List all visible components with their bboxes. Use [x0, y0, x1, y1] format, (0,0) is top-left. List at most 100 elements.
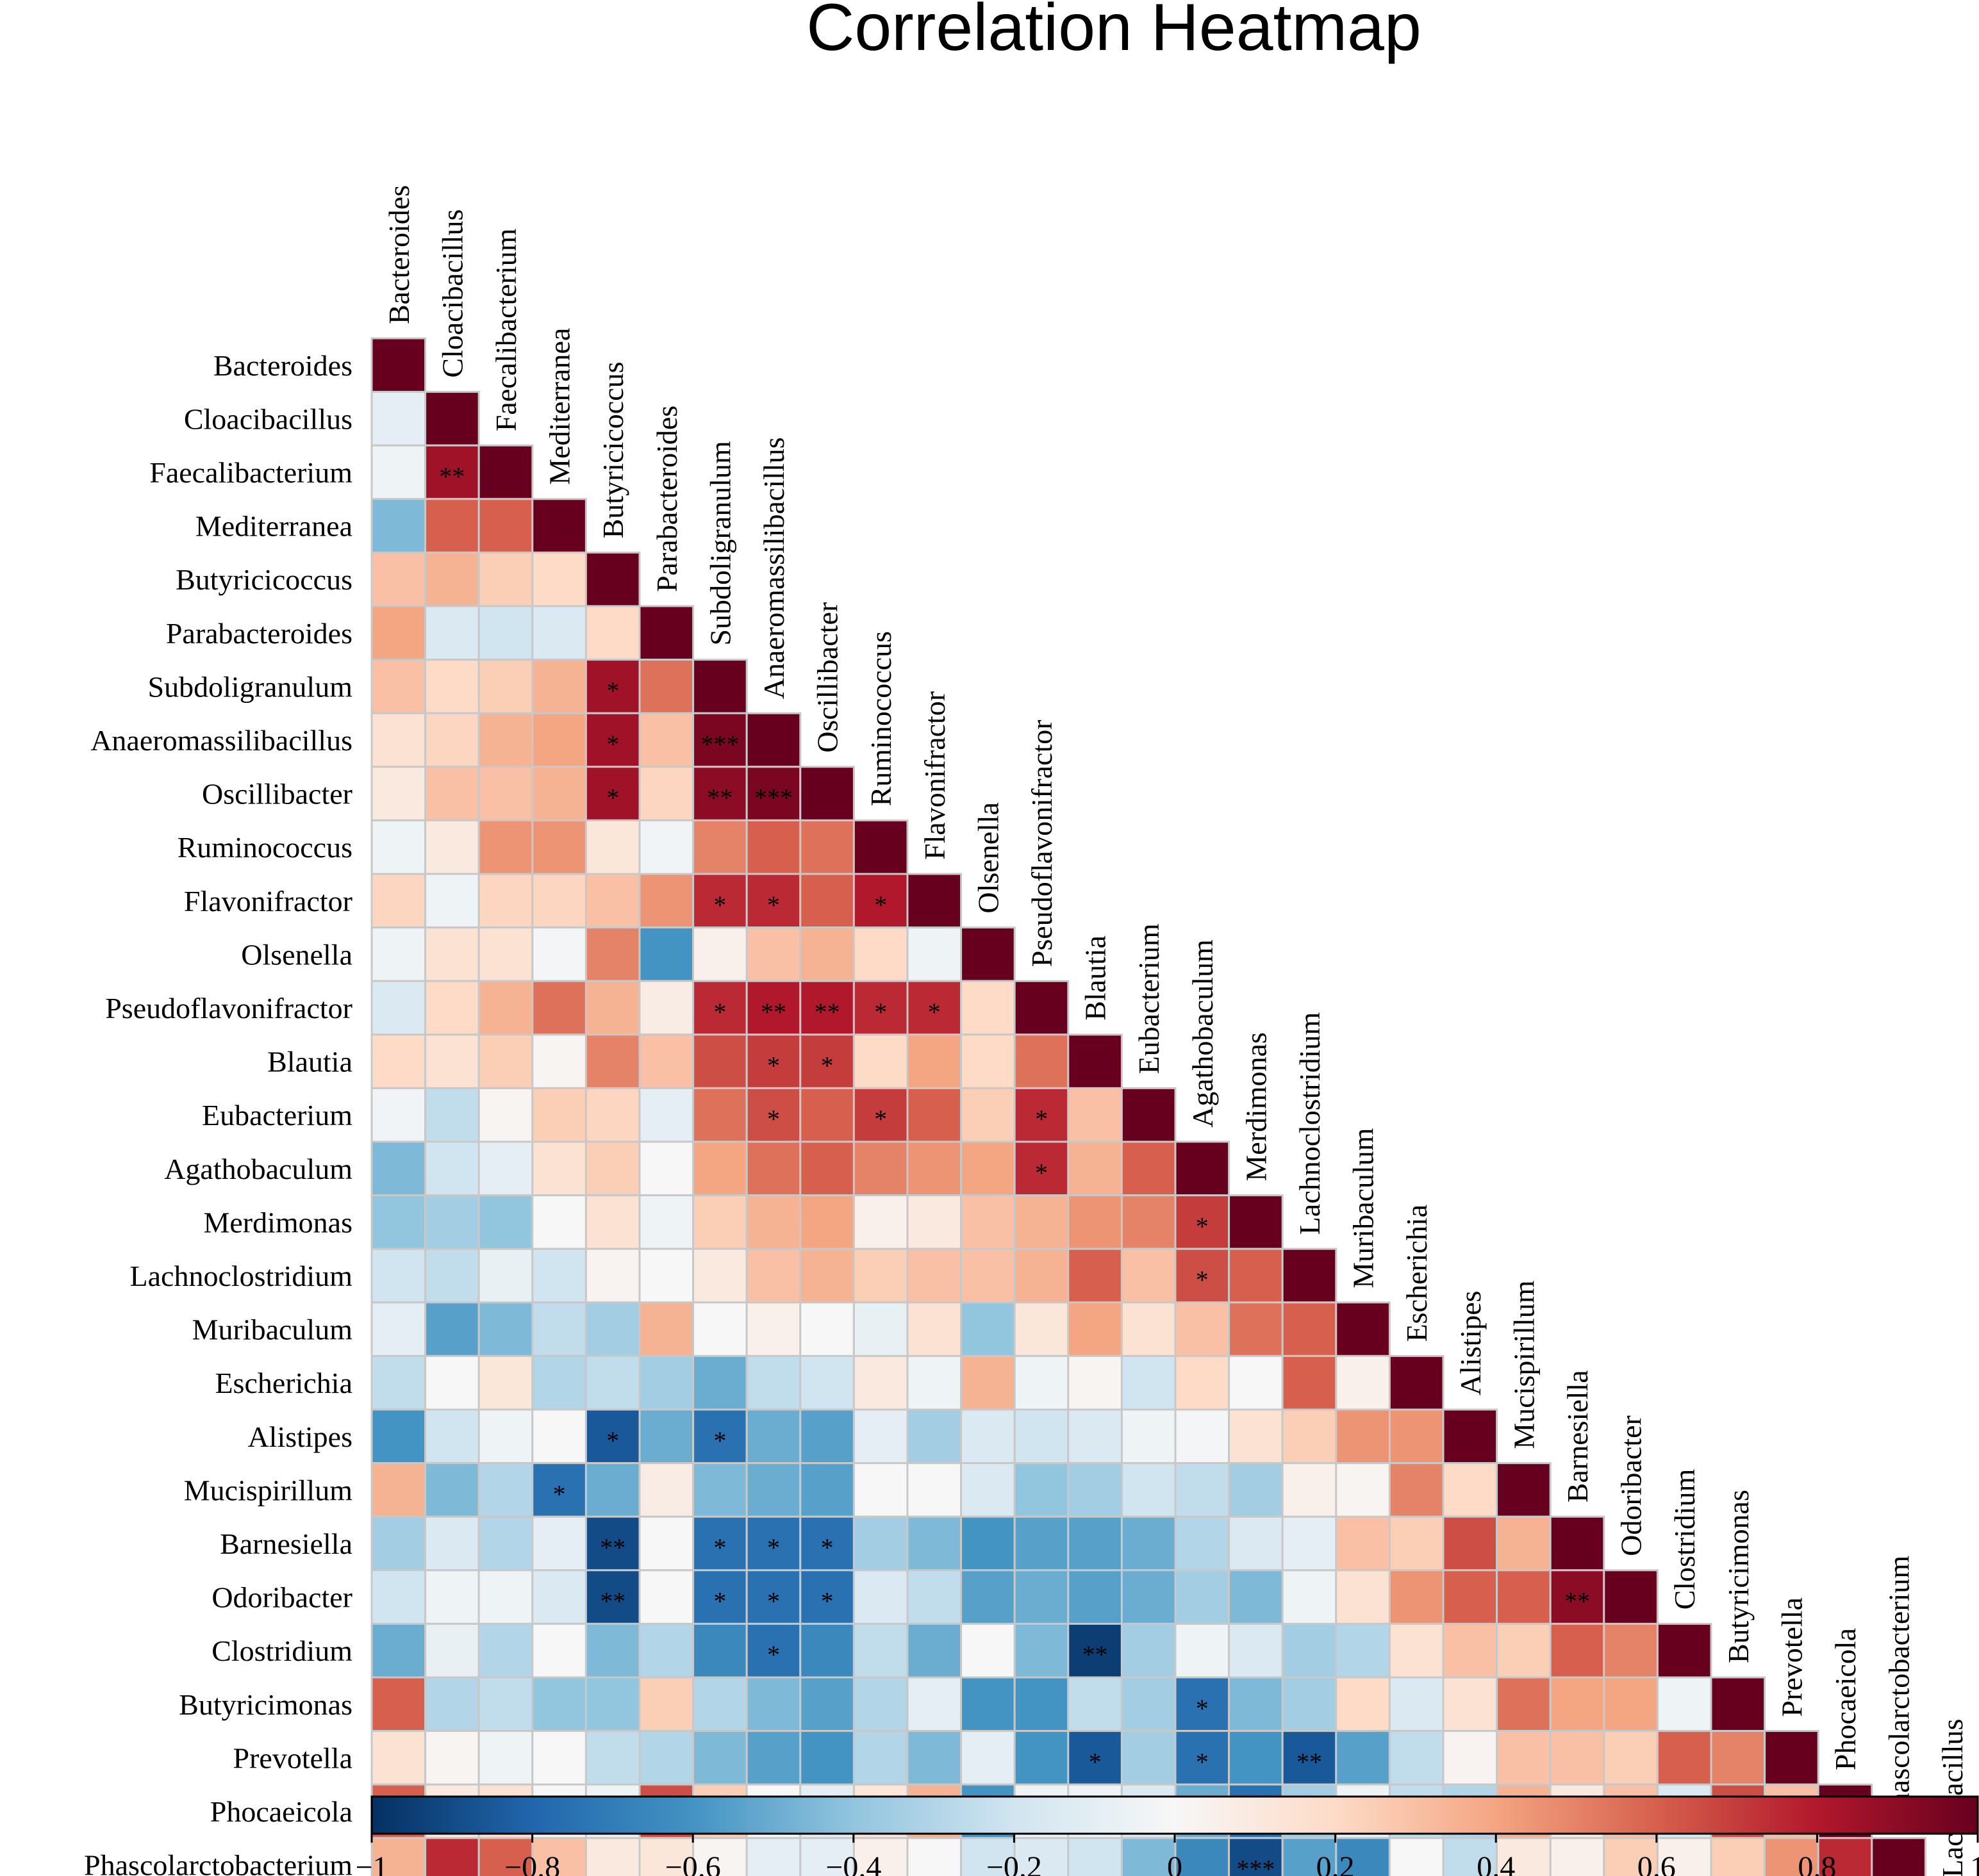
heatmap-cell-13-4 [584, 1033, 641, 1089]
heatmap-cell-3-2 [477, 498, 534, 554]
heatmap-cell-20-0 [370, 1408, 427, 1465]
row-label-0: Bacteroides [213, 349, 352, 382]
column-label-5: Parabacteroides [650, 406, 683, 592]
heatmap-cell-17-16 [1228, 1247, 1284, 1304]
heatmap-cell-17-4 [584, 1247, 641, 1304]
heatmap-cell-21-3 [531, 1462, 587, 1518]
heatmap-cell-15-11 [960, 1140, 1016, 1197]
heatmap-cell-22-17 [1281, 1515, 1337, 1572]
heatmap-cell-24-9 [852, 1622, 909, 1679]
heatmap-cell-26-20 [1442, 1730, 1498, 1786]
row-label-13: Blautia [267, 1046, 352, 1078]
heatmap-cell-2-0 [370, 444, 427, 500]
heatmap-cell-24-12 [1013, 1622, 1070, 1679]
heatmap-cell-16-8 [799, 1194, 855, 1250]
heatmap-cell-24-8 [799, 1622, 855, 1679]
heatmap-cell-20-3 [531, 1408, 587, 1465]
heatmap-cell-23-10 [906, 1569, 963, 1625]
heatmap-cell-23-16 [1228, 1569, 1284, 1625]
heatmap-cell-24-11 [960, 1622, 1016, 1679]
heatmap-cell-28-4 [584, 1837, 641, 1876]
heatmap-cell-11-6 [692, 926, 748, 982]
heatmap-cell-15-9 [852, 1140, 909, 1197]
heatmap-cell-23-18 [1335, 1569, 1391, 1625]
significance-marker-12-6: * [713, 998, 726, 1026]
significance-marker-23-6: * [713, 1587, 726, 1616]
heatmap-cell-10-10 [906, 873, 963, 929]
heatmap-cell-13-0 [370, 1033, 427, 1089]
heatmap-cell-22-15 [1174, 1515, 1230, 1572]
heatmap-cell-22-0 [370, 1515, 427, 1572]
heatmap-cell-14-3 [531, 1087, 587, 1143]
heatmap-cell-19-6 [692, 1354, 748, 1411]
heatmap-cell-24-7 [745, 1622, 802, 1679]
row-label-12: Pseudoflavonifractor [105, 992, 352, 1024]
heatmap-cell-19-9 [852, 1354, 909, 1411]
heatmap-cell-14-13 [1067, 1087, 1123, 1143]
heatmap-cell-26-16 [1228, 1730, 1284, 1786]
significance-marker-22-8: * [821, 1533, 834, 1562]
significance-marker-12-8: ** [815, 998, 840, 1026]
heatmap-cell-18-8 [799, 1301, 855, 1357]
heatmap-cell-26-10 [906, 1730, 963, 1786]
colorbar-tick-label-7: 0.4 [1477, 1850, 1515, 1876]
column-label-27: Phocaeicola [1829, 1628, 1862, 1770]
row-labels: Bacteroides Cloacibacillus Faecalibacteriu… [84, 349, 352, 1876]
significance-marker-13-8: * [821, 1051, 834, 1080]
column-label-24: Clostridium [1668, 1469, 1701, 1609]
heatmap-cell-19-8 [799, 1354, 855, 1411]
heatmap-cell-16-1 [424, 1194, 480, 1250]
significance-marker-12-9: * [874, 998, 887, 1026]
column-labels: Bacteroides Cloacibacillus Faecalibacteriu… [383, 185, 1969, 1876]
heatmap-cell-7-7 [745, 712, 802, 768]
row-label-9: Ruminococcus [178, 831, 352, 864]
heatmap-cell-25-5 [638, 1676, 695, 1732]
heatmap-cell-24-16 [1228, 1622, 1284, 1679]
heatmap-cell-19-1 [424, 1354, 480, 1411]
heatmap-cell-23-13 [1067, 1569, 1123, 1625]
heatmap-cell-18-3 [531, 1301, 587, 1357]
heatmap-cell-11-9 [852, 926, 909, 982]
heatmap-cell-13-5 [638, 1033, 695, 1089]
row-label-7: Anaeromassilibacillus [90, 724, 352, 757]
heatmap-cell-19-12 [1013, 1354, 1070, 1411]
column-label-19: Escherichia [1400, 1205, 1433, 1342]
heatmap-cell-17-2 [477, 1247, 534, 1304]
heatmap-cell-11-5 [638, 926, 695, 982]
heatmap-cell-19-16 [1228, 1354, 1284, 1411]
significance-marker-7-4: * [606, 730, 619, 759]
significance-marker-23-8: * [821, 1587, 834, 1616]
heatmap-cell-22-18 [1335, 1515, 1391, 1572]
heatmap-cell-21-15 [1174, 1462, 1230, 1518]
heatmap-cell-20-6 [692, 1408, 748, 1465]
heatmap-cell-23-12 [1013, 1569, 1070, 1625]
colorbar-tick-label-10: 1 [1970, 1850, 1979, 1876]
heatmap-cell-15-3 [531, 1140, 587, 1197]
heatmap-cell-16-5 [638, 1194, 695, 1250]
heatmap-cell-24-4 [584, 1622, 641, 1679]
heatmap-cell-12-0 [370, 980, 427, 1036]
heatmap-cell-26-9 [852, 1730, 909, 1786]
heatmap-cell-8-1 [424, 766, 480, 821]
heatmap-cell-18-7 [745, 1301, 802, 1357]
heatmap-cell-21-11 [960, 1462, 1016, 1518]
heatmap-cell-4-4 [584, 551, 641, 607]
heatmap-cell-22-21 [1496, 1515, 1552, 1572]
heatmap-cell-17-10 [906, 1247, 963, 1304]
heatmap-cell-28-20 [1442, 1837, 1498, 1876]
heatmap-cell-26-7 [745, 1730, 802, 1786]
heatmap-cell-19-13 [1067, 1354, 1123, 1411]
heatmap-cell-12-12 [1013, 980, 1070, 1036]
heatmap-cell-28-19 [1388, 1837, 1445, 1876]
heatmap-cell-14-8 [799, 1087, 855, 1143]
significance-marker-14-9: * [874, 1105, 887, 1133]
heatmap-cell-20-20 [1442, 1408, 1498, 1465]
row-label-10: Flavonifractor [184, 885, 352, 917]
row-label-28: Phascolarctobacterium [84, 1849, 352, 1876]
heatmap-cell-19-14 [1120, 1354, 1177, 1411]
colorbar-tick-label-3: −0.4 [825, 1850, 881, 1876]
heatmap-cell-7-1 [424, 712, 480, 768]
heatmap-cell-24-0 [370, 1622, 427, 1679]
heatmap-cell-28-7 [745, 1837, 802, 1876]
colorbar-tick-label-5: 0 [1167, 1850, 1182, 1876]
